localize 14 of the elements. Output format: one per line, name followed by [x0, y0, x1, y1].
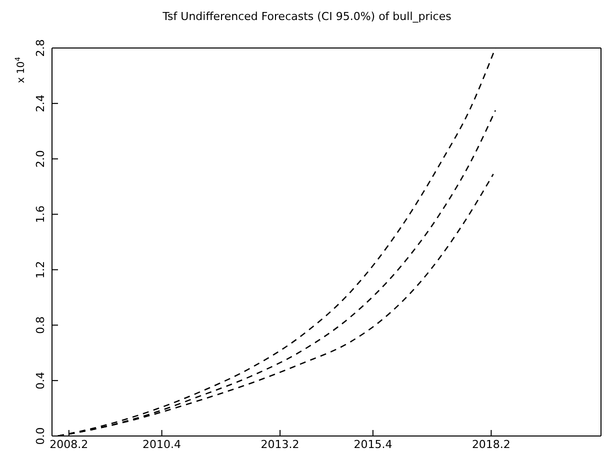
y-tick-label: 2.8 — [34, 39, 47, 57]
x-tick-label: 2015.4 — [354, 438, 392, 451]
y-tick-label: 2.4 — [34, 94, 47, 112]
x-tick-label: 2008.2 — [50, 438, 88, 451]
x-tick-label: 2018.2 — [472, 438, 510, 451]
y-tick-label: 2.0 — [34, 150, 47, 168]
y-tick-label: 1.2 — [34, 260, 47, 278]
y-tick-label: 1.6 — [34, 206, 47, 224]
y-tick-label: 0.4 — [34, 372, 47, 390]
x-tick-label: 2010.4 — [142, 438, 182, 451]
chart-title: Tsf Undifferenced Forecasts (CI 95.0%) of bull_prices — [162, 10, 452, 23]
x-tick-label: 2013.2 — [260, 438, 300, 451]
y-tick-label: 0.8 — [34, 316, 47, 334]
y-tick-label: 0.0 — [34, 427, 47, 445]
